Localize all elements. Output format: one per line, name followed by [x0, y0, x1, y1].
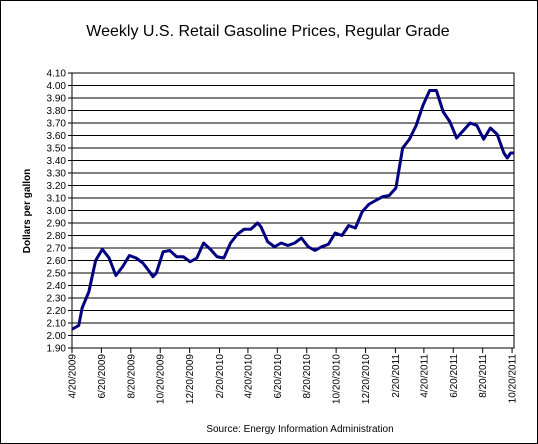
y-tick-label: 3.70	[47, 119, 67, 130]
y-tick-label: 2.50	[47, 269, 67, 280]
x-tick-label: 6/20/2011	[449, 354, 460, 398]
y-tick-label: 3.80	[47, 106, 67, 117]
x-tick-label: 2/20/2011	[391, 354, 402, 398]
x-tick-label: 12/20/2010	[361, 354, 372, 404]
y-tick-label: 3.60	[47, 131, 67, 142]
x-tick-label: 10/20/2011	[508, 354, 519, 404]
y-tick-label: 3.10	[47, 194, 67, 205]
x-tick-label: 8/20/2009	[126, 354, 137, 399]
x-tick-label: 4/20/2010	[243, 354, 254, 399]
x-tick-label: 4/20/2011	[419, 354, 430, 398]
y-tick-label: 3.00	[47, 206, 67, 217]
y-tick-label: 3.40	[47, 156, 67, 167]
y-tick-label: 4.00	[47, 81, 67, 92]
price-line	[71, 89, 514, 331]
y-tick-label: 1.90	[47, 344, 67, 355]
chart-title: Weekly U.S. Retail Gasoline Prices, Regu…	[86, 23, 450, 40]
x-tick-label: 6/20/2010	[273, 354, 284, 399]
x-tick-label: 8/20/2010	[302, 354, 313, 399]
y-tick-label: 2.30	[47, 294, 67, 305]
y-tick-label: 2.90	[47, 219, 67, 230]
plot-border	[71, 72, 515, 349]
y-tick-label: 3.30	[47, 169, 67, 180]
y-axis-label: Dollars per gallon	[22, 169, 33, 253]
x-tick-label: 6/20/2009	[97, 354, 108, 399]
y-tick-label: 2.10	[47, 319, 67, 330]
y-tick-label: 3.50	[47, 144, 67, 155]
y-tick-label: 4.10	[47, 69, 67, 80]
y-tick-label: 2.80	[47, 231, 67, 242]
y-tick-label: 3.90	[47, 94, 67, 105]
y-tick-label: 2.00	[47, 331, 67, 342]
source-note: Source: Energy Information Administratio…	[206, 424, 393, 435]
x-tick-label: 2/20/2010	[215, 354, 226, 399]
x-tick-label: 4/20/2009	[68, 354, 79, 399]
y-tick-label: 2.40	[47, 281, 67, 292]
y-tick-label: 2.20	[47, 306, 67, 317]
y-tick-label: 2.60	[47, 256, 67, 267]
x-tick-label: 10/20/2009	[156, 354, 167, 404]
y-tick-label: 2.70	[47, 244, 67, 255]
x-tick-label: 12/20/2009	[185, 354, 196, 404]
y-tick-label: 3.20	[47, 181, 67, 192]
x-tick-label: 10/20/2010	[332, 354, 343, 404]
x-tick-label: 8/20/2011	[478, 354, 489, 398]
